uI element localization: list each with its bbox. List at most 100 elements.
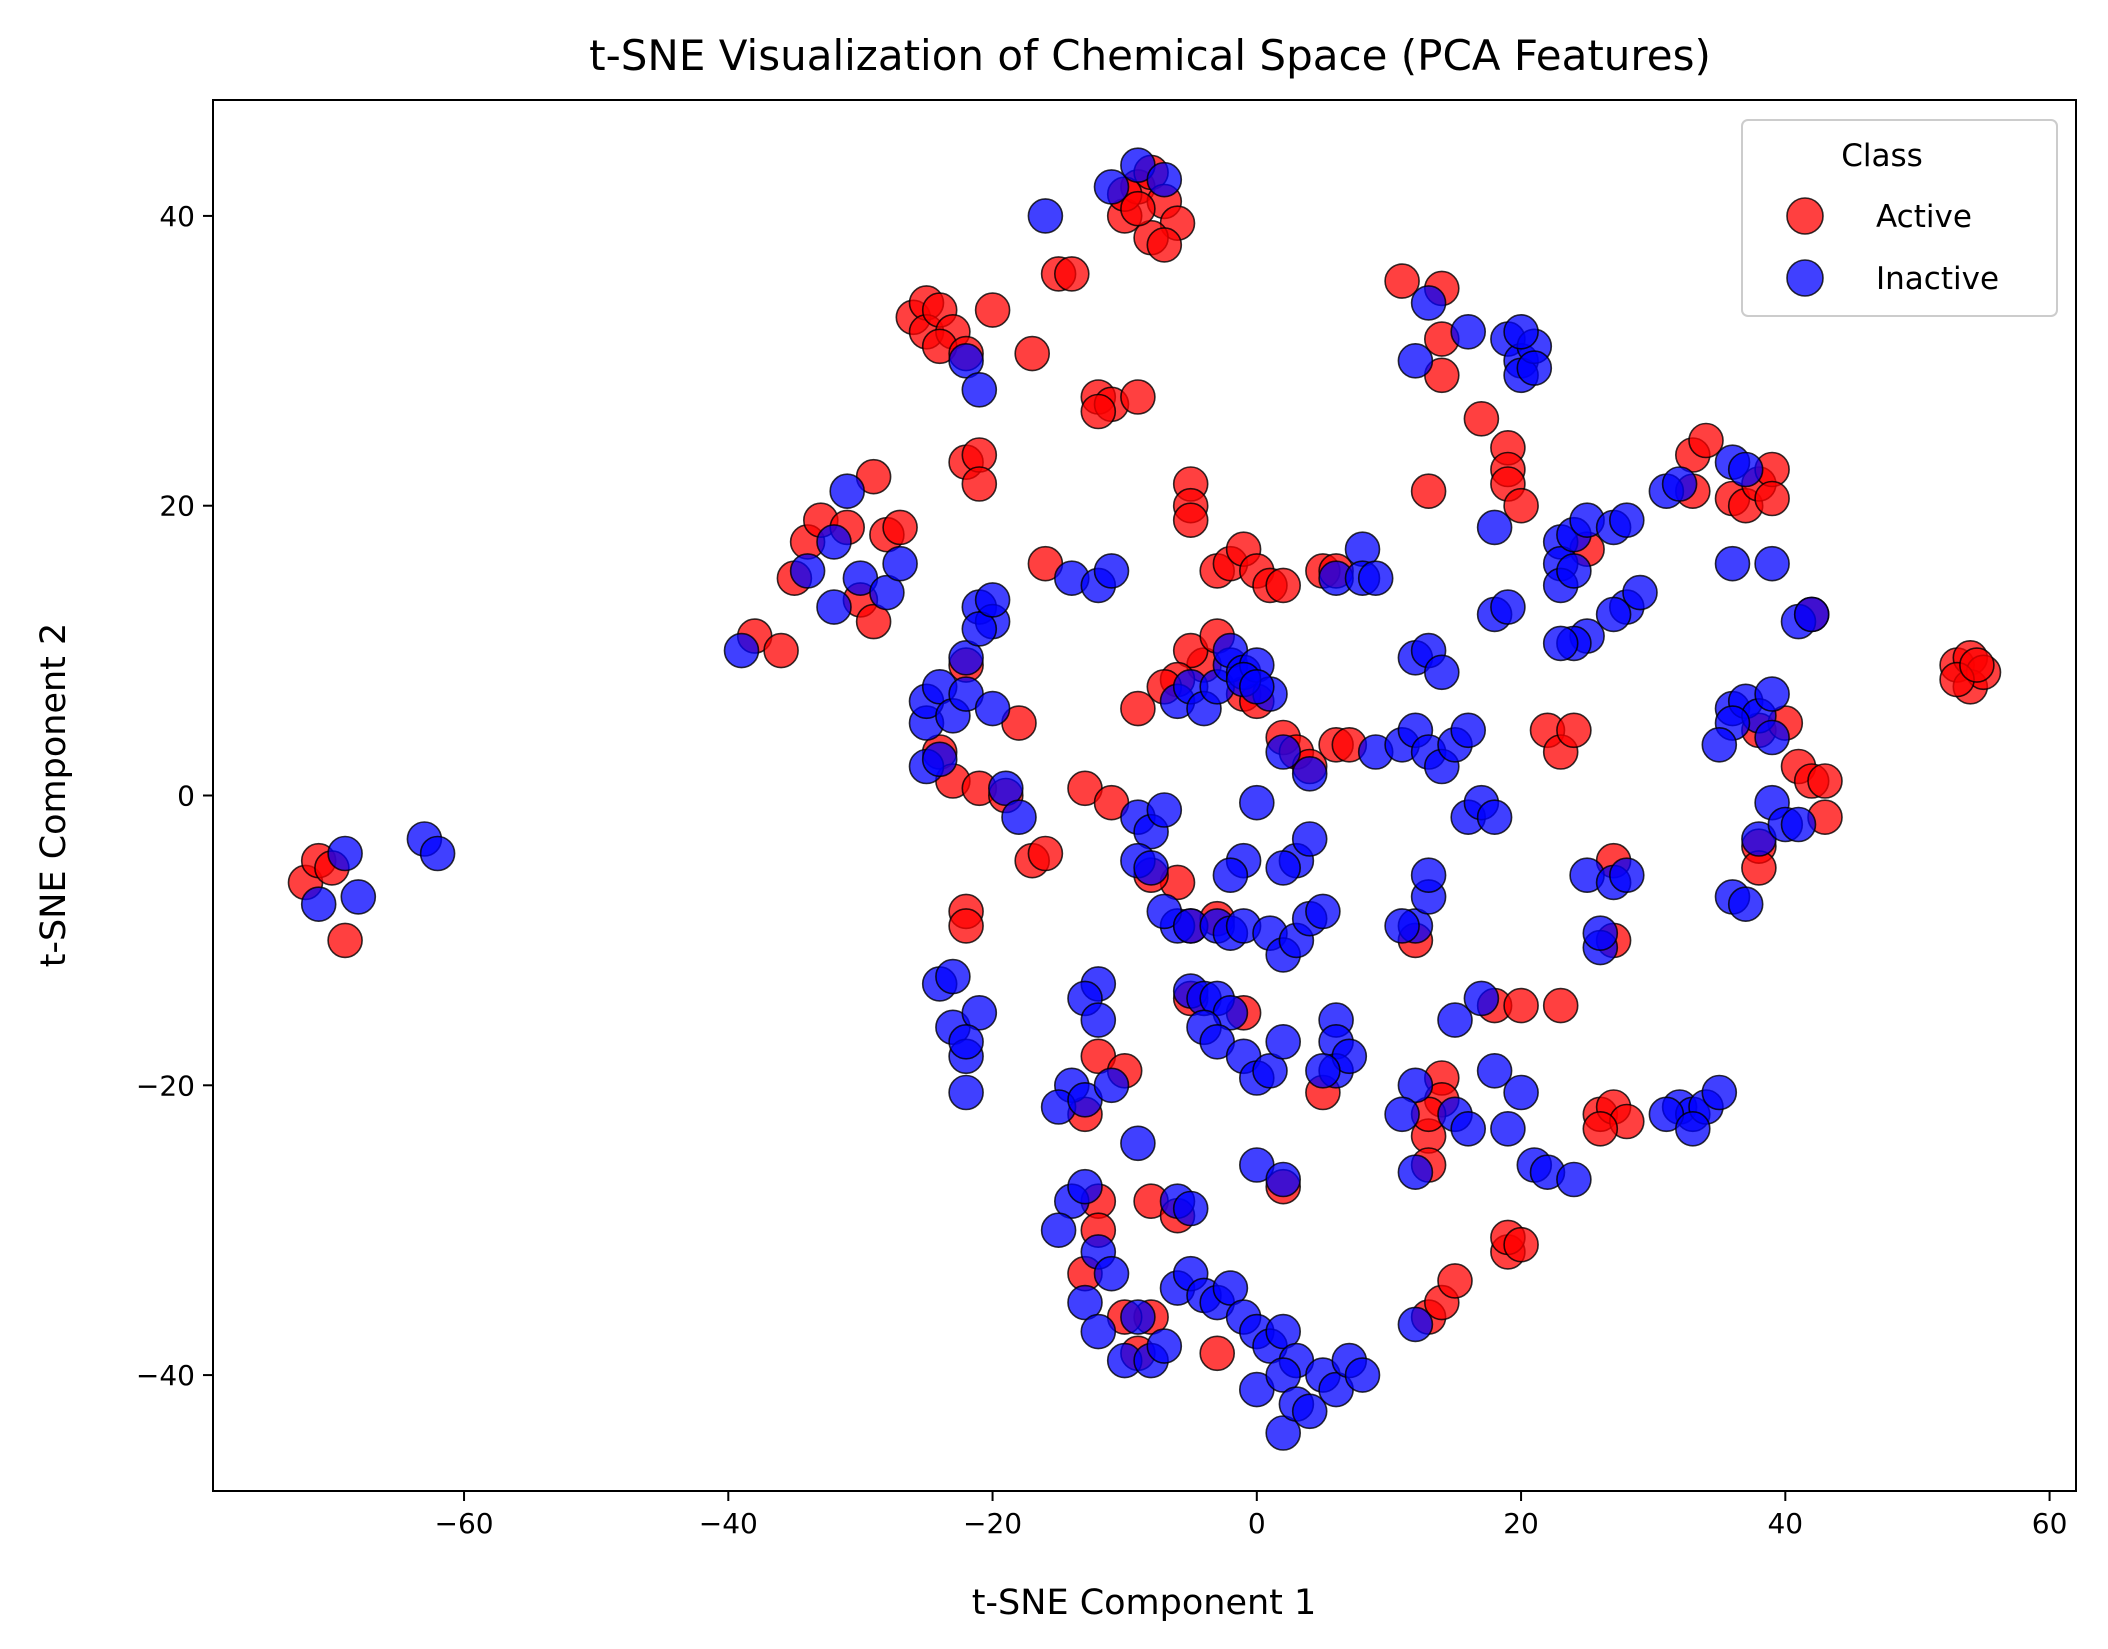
data-point-active [1384, 263, 1420, 299]
y-tick-label: 20 [159, 490, 195, 523]
y-tick-label: −20 [136, 1069, 195, 1102]
data-point-inactive [1450, 712, 1486, 749]
data-point-inactive [1701, 726, 1738, 763]
data-point-active [1410, 473, 1447, 510]
data-point-inactive [1503, 313, 1539, 350]
data-point-inactive [1675, 1111, 1711, 1147]
x-tick-label: −60 [434, 1507, 493, 1540]
data-point-inactive [816, 589, 852, 625]
data-point-active [1172, 502, 1209, 539]
data-point-active [948, 908, 984, 944]
data-point-inactive [1609, 502, 1645, 539]
data-point-active [1080, 393, 1117, 430]
data-point-inactive [1080, 1002, 1117, 1038]
data-point-inactive [1265, 1313, 1301, 1350]
data-point-inactive [1291, 821, 1328, 857]
data-point-inactive [816, 524, 852, 560]
data-point-active [1437, 1263, 1473, 1299]
data-point-inactive [1080, 1313, 1117, 1350]
data-point-inactive [1384, 1096, 1420, 1133]
data-point-inactive [1542, 625, 1579, 662]
data-point-inactive [1476, 509, 1513, 546]
x-tick-label: 60 [2032, 1507, 2068, 1540]
data-point-inactive [1661, 466, 1698, 502]
y-tick-label: 0 [177, 780, 195, 813]
legend-marker-inactive [1786, 259, 1824, 297]
data-point-inactive [1490, 1111, 1526, 1147]
data-point-active [1503, 987, 1539, 1024]
legend-box [1741, 119, 2058, 317]
data-point-active [763, 632, 799, 669]
axis-ticks: −60 −40 −20 0 20 40 60 −40 −20 0 20 40 [136, 200, 2067, 1540]
data-point-inactive [1476, 1053, 1513, 1089]
data-point-inactive [1265, 850, 1301, 886]
y-tick-label: 40 [159, 200, 195, 233]
series-inactive [300, 147, 1830, 1451]
data-point-active [1199, 1335, 1235, 1372]
data-point-active [1542, 987, 1579, 1024]
data-point-inactive [974, 582, 1011, 618]
data-point-inactive [1424, 654, 1460, 691]
data-point-inactive [1133, 850, 1169, 886]
data-point-inactive [1793, 596, 1830, 633]
chart-title: t-SNE Visualization of Chemical Space (P… [589, 31, 1711, 80]
data-point-inactive [1476, 799, 1513, 836]
data-point-inactive [1120, 1299, 1156, 1335]
data-point-inactive [1397, 1306, 1434, 1343]
data-point-inactive [1516, 350, 1553, 386]
data-point-active [1503, 1226, 1539, 1263]
data-point-inactive [1754, 545, 1790, 582]
data-point-active [1027, 835, 1064, 872]
x-tick-label: 40 [1767, 1507, 1803, 1540]
data-point-inactive [1027, 198, 1064, 234]
data-point-active [1120, 690, 1156, 727]
data-point-inactive [961, 371, 998, 408]
data-point-inactive [1252, 1053, 1288, 1089]
legend-label-inactive: Inactive [1876, 261, 1999, 297]
data-point-inactive [1450, 1111, 1486, 1147]
data-point-inactive [1754, 676, 1790, 712]
y-tick-label: −40 [136, 1359, 195, 1392]
x-axis-label: t-SNE Component 1 [972, 1583, 1317, 1623]
data-point-inactive [1397, 342, 1434, 379]
data-point-inactive [882, 545, 918, 582]
data-point-inactive [723, 632, 760, 669]
data-point-active [1556, 712, 1592, 749]
data-point-inactive [948, 1024, 984, 1060]
data-point-inactive [1120, 1125, 1156, 1162]
data-point-active [961, 466, 998, 502]
data-point-inactive [1146, 161, 1183, 198]
data-point-inactive [1239, 784, 1275, 821]
data-point-inactive [1437, 1002, 1473, 1038]
data-point-active [1754, 480, 1790, 517]
data-point-inactive [1384, 908, 1420, 944]
data-point-inactive [1397, 1067, 1434, 1104]
data-point-inactive [1212, 857, 1249, 894]
data-point-inactive [1093, 169, 1130, 205]
data-point-inactive [1556, 553, 1592, 589]
data-point-active [1054, 256, 1090, 292]
data-point-inactive [1357, 560, 1394, 597]
data-point-inactive [300, 886, 337, 923]
data-point-inactive [1556, 1161, 1592, 1198]
data-point-inactive [419, 835, 456, 872]
data-point-inactive [1093, 553, 1130, 589]
data-point-inactive [1265, 1161, 1301, 1198]
data-point-inactive [1701, 1074, 1738, 1111]
data-point-inactive [340, 879, 377, 915]
data-point-active [1120, 379, 1156, 415]
data-point-inactive [961, 611, 998, 647]
data-point-active [882, 509, 918, 546]
data-point-inactive [1265, 1024, 1301, 1060]
plot-frame [212, 99, 2077, 1492]
data-point-inactive [1146, 792, 1183, 828]
data-point-inactive [1265, 1357, 1301, 1393]
data-point-inactive [1609, 857, 1645, 894]
data-point-active [1146, 227, 1183, 263]
data-point-inactive [1622, 574, 1658, 611]
data-point-inactive [1291, 755, 1328, 792]
data-point-inactive [1727, 886, 1764, 923]
plot-area [287, 147, 2002, 1451]
data-point-inactive [921, 741, 958, 778]
data-point-active [1463, 400, 1500, 437]
